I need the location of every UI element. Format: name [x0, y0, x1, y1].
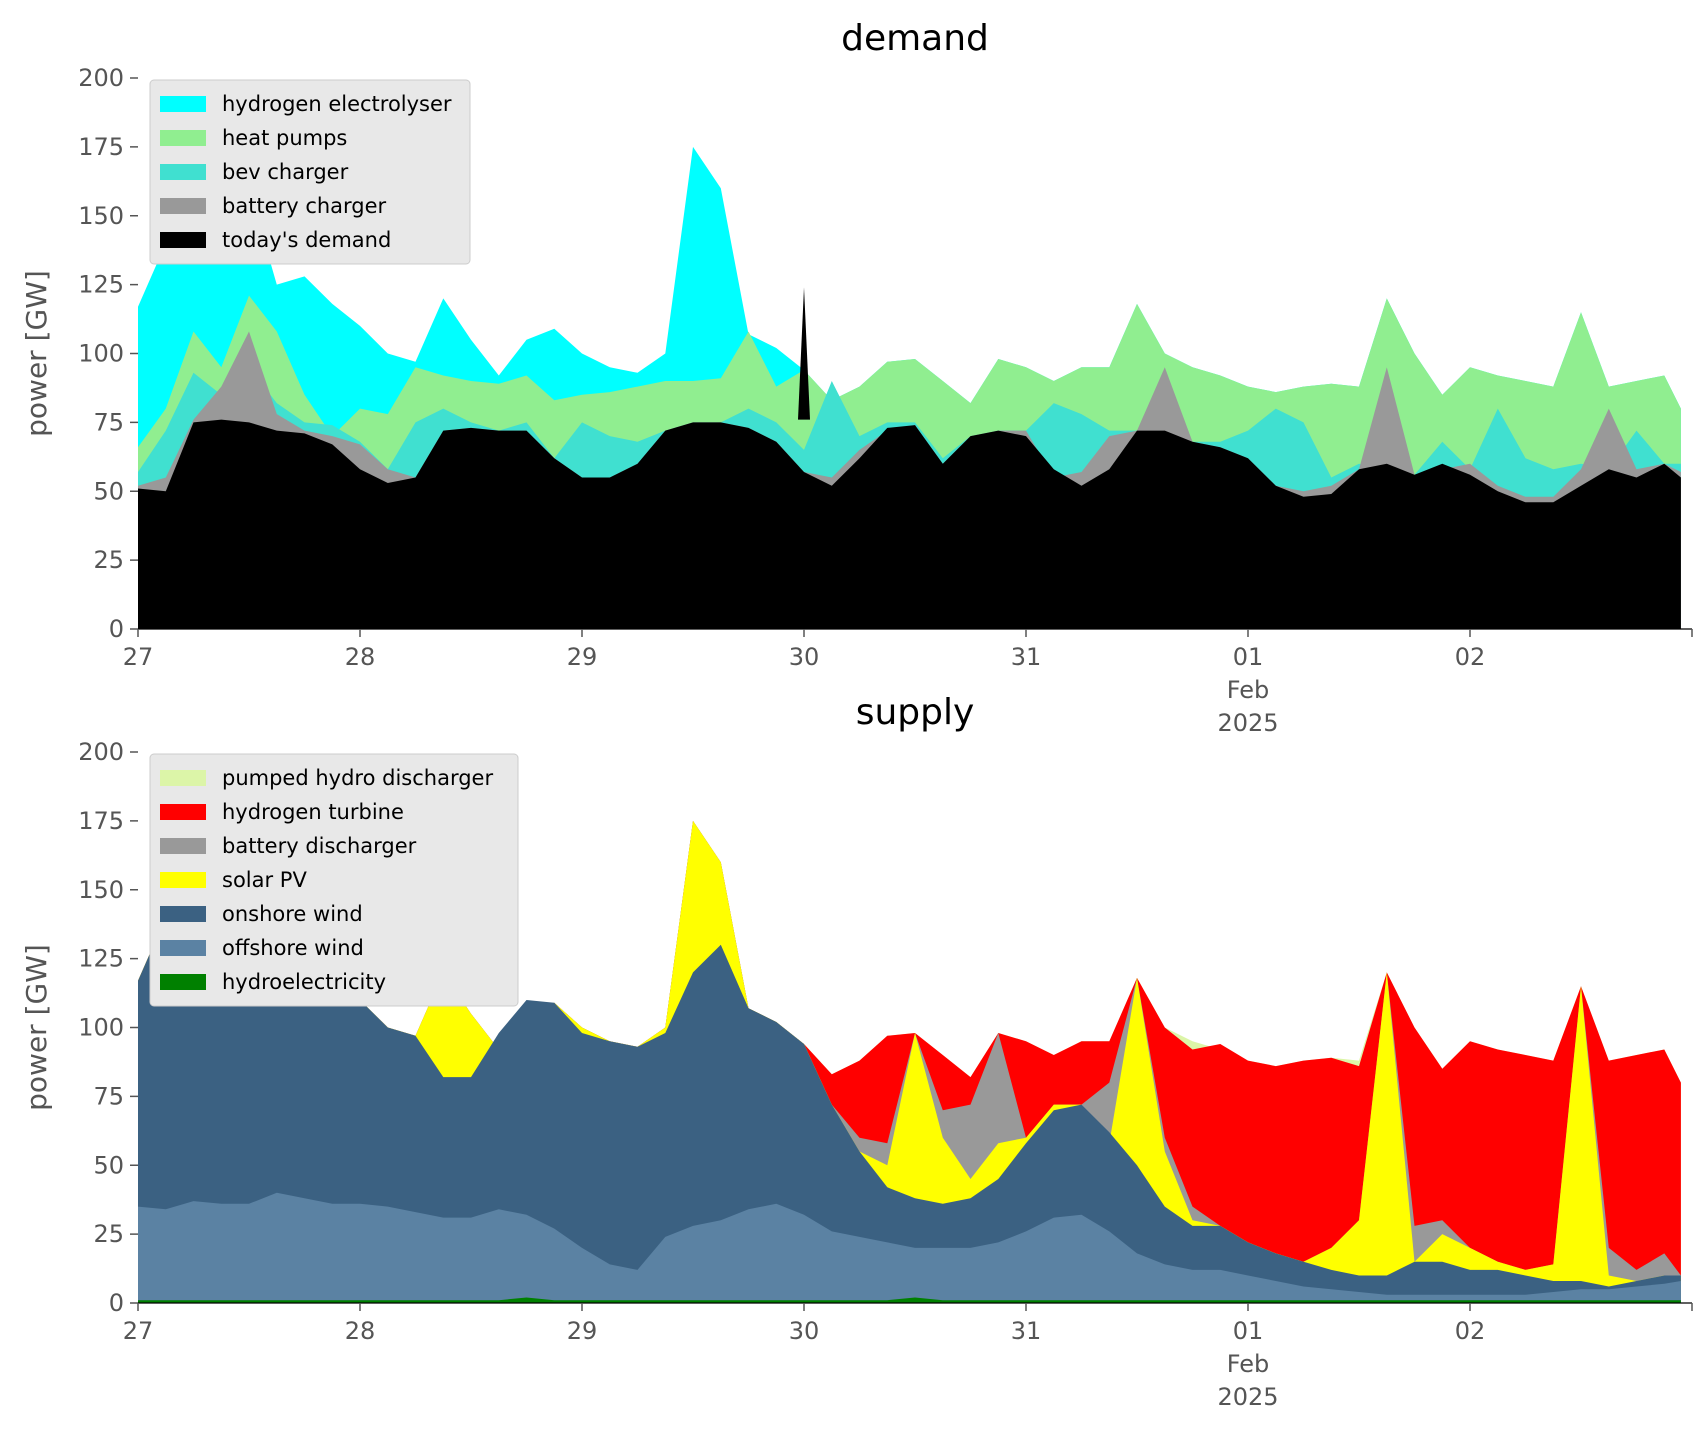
demand-legend: hydrogen electrolyser heat pumps bev charg…: [149, 79, 471, 265]
legend-swatch: [160, 940, 206, 956]
y-tick-label: 150: [78, 202, 124, 230]
demand-title: demand: [841, 18, 989, 59]
legend-swatch: [160, 804, 206, 820]
y-tick-label: 25: [93, 546, 124, 574]
legend-swatch: [160, 198, 206, 214]
legend-label: hydrogen electrolyser: [222, 92, 452, 116]
supply-stacked-areas: [138, 765, 1681, 1303]
area-today-s-demand: [138, 419, 1681, 629]
y-tick-label: 50: [93, 1151, 124, 1179]
area-offshore-wind: [138, 1192, 1681, 1303]
x-tick-label: Feb: [1227, 676, 1270, 704]
y-tick-label: 200: [78, 738, 124, 766]
y-tick-label: 100: [78, 340, 124, 368]
x-tick-label: 02: [1455, 1317, 1486, 1345]
x-tick-label: 31: [1011, 1317, 1042, 1345]
x-tick-label: 2025: [1217, 709, 1278, 737]
demand-axes: 0 25 50 75 100 125 150 175 200 27 28 29 30 31 01 Feb 202…: [78, 64, 1693, 737]
y-tick-label: 75: [93, 408, 124, 436]
legend-label: heat pumps: [222, 126, 347, 150]
supply-axes: 0 25 50 75 100 125 150 175 200 27 28 29 30 31 01 Feb 202…: [78, 738, 1693, 1411]
y-tick-label: 100: [78, 1014, 124, 1042]
y-tick-label: 125: [78, 945, 124, 973]
y-tick-label: 200: [78, 64, 124, 92]
legend-swatch: [160, 906, 206, 922]
x-tick-label: Feb: [1227, 1350, 1270, 1378]
x-tick-label: 01: [1233, 1317, 1264, 1345]
demand-y-axis-label: power [GW]: [20, 270, 53, 437]
legend-swatch: [160, 770, 206, 786]
x-tick-label: 01: [1233, 643, 1264, 671]
y-tick-label: 150: [78, 876, 124, 904]
x-tick-label: 29: [567, 1317, 598, 1345]
demand-spike: [798, 287, 810, 420]
demand-stacked-areas: [138, 91, 1681, 630]
legend-label: battery discharger: [222, 834, 417, 858]
legend-swatch: [160, 130, 206, 146]
legend-label: hydroelectricity: [222, 970, 386, 994]
y-tick-label: 125: [78, 271, 124, 299]
y-tick-label: 175: [78, 133, 124, 161]
legend-box: [149, 753, 519, 1007]
legend-swatch: [160, 974, 206, 990]
legend-label: pumped hydro discharger: [222, 766, 493, 790]
x-tick-label: 28: [345, 1317, 376, 1345]
legend-label: onshore wind: [222, 902, 363, 926]
area-hydroelectricity: [138, 1297, 1681, 1303]
supply-title: supply: [856, 692, 975, 733]
x-tick-label: 31: [1011, 643, 1042, 671]
y-tick-label: 25: [93, 1220, 124, 1248]
legend-label: solar PV: [222, 868, 307, 892]
x-tick-label: 27: [123, 643, 154, 671]
area-onshore-wind: [138, 862, 1681, 1303]
supply-chart: 0 25 50 75 100 125 150 175 200 27 28 29 30 31 01 Feb 202…: [20, 692, 1693, 1411]
x-tick-label: 30: [789, 643, 820, 671]
demand-chart: 0 25 50 75 100 125 150 175 200 27 28 29 30 31 01 Feb 202…: [20, 18, 1693, 737]
legend-label: battery charger: [222, 194, 387, 218]
legend-swatch: [160, 232, 206, 248]
x-tick-label: 2025: [1217, 1383, 1278, 1411]
y-tick-label: 0: [109, 615, 124, 643]
legend-label: today's demand: [222, 228, 391, 252]
x-tick-label: 02: [1455, 643, 1486, 671]
legend-swatch: [160, 872, 206, 888]
supply-y-axis-label: power [GW]: [20, 944, 53, 1111]
x-tick-label: 27: [123, 1317, 154, 1345]
y-tick-label: 175: [78, 807, 124, 835]
x-tick-label: 29: [567, 643, 598, 671]
supply-legend: pumped hydro discharger hydrogen turbine b…: [149, 753, 519, 1007]
legend-label: bev charger: [222, 160, 349, 184]
legend-swatch: [160, 96, 206, 112]
y-tick-label: 0: [109, 1289, 124, 1317]
legend-swatch: [160, 164, 206, 180]
legend-box: [149, 79, 471, 265]
x-tick-label: 28: [345, 643, 376, 671]
legend-swatch: [160, 838, 206, 854]
legend-label: offshore wind: [222, 936, 364, 960]
y-tick-label: 50: [93, 477, 124, 505]
legend-label: hydrogen turbine: [222, 800, 404, 824]
y-tick-label: 75: [93, 1082, 124, 1110]
x-tick-label: 30: [789, 1317, 820, 1345]
